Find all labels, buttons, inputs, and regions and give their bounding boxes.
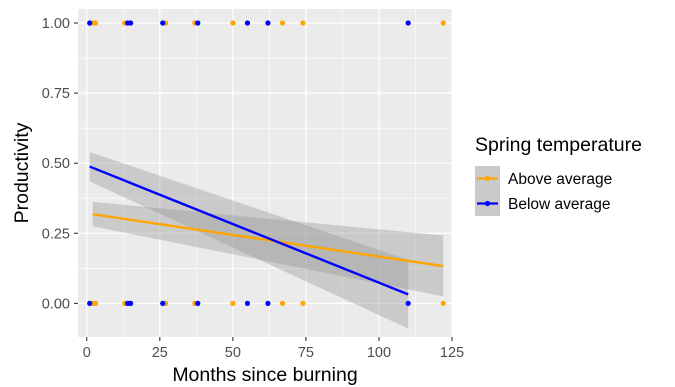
y-tick-label: 0.50	[42, 156, 70, 172]
x-tick-label: 25	[152, 345, 168, 361]
legend-key-point	[484, 175, 491, 182]
y-tick-label: 1.00	[42, 16, 70, 32]
data-point	[92, 20, 99, 26]
data-point	[160, 300, 166, 306]
x-tick-label: 50	[225, 345, 241, 361]
data-point	[440, 300, 446, 306]
y-tick-labels: 0.00 0.25 0.50 0.75 1.00	[42, 16, 70, 312]
data-point	[127, 300, 134, 306]
grid-major	[78, 9, 453, 337]
legend-label: Below average	[508, 196, 611, 213]
data-point	[405, 300, 411, 306]
fit-line	[92, 213, 444, 268]
legend: Spring temperature Above average Below av…	[475, 134, 642, 216]
x-tick-label: 100	[367, 345, 391, 361]
y-tick-label: 0.00	[42, 296, 70, 312]
y-tick-label: 0.75	[42, 86, 70, 102]
legend-title: Spring temperature	[475, 134, 642, 156]
legend-label: Above average	[508, 171, 612, 188]
data-point	[244, 300, 251, 306]
x-tick-label: 0	[83, 345, 91, 361]
data-point	[265, 20, 271, 26]
axis-ticks	[74, 22, 453, 341]
data-point	[230, 20, 236, 26]
data-point	[440, 20, 446, 26]
plot-panel	[78, 9, 452, 337]
fit-line	[89, 165, 409, 296]
data-point	[87, 300, 93, 306]
y-axis-title: Productivity	[11, 122, 33, 223]
x-tick-label: 125	[440, 345, 464, 361]
data-point	[92, 300, 99, 306]
y-tick-label: 0.25	[42, 226, 70, 242]
data-point	[279, 20, 286, 26]
data-point	[230, 300, 236, 306]
data-point	[265, 300, 271, 306]
fit-lines	[89, 165, 444, 296]
data-point	[87, 20, 93, 26]
confidence-ribbon	[89, 151, 409, 329]
data-points	[87, 20, 446, 306]
data-point	[127, 20, 134, 26]
x-tick-label: 75	[298, 345, 314, 361]
data-point	[244, 20, 251, 26]
legend-items: Above average Below average	[475, 166, 612, 216]
x-axis-title: Months since burning	[172, 364, 357, 386]
data-point	[195, 300, 201, 306]
grid-minor	[78, 9, 452, 337]
data-point	[160, 20, 166, 26]
data-point	[195, 20, 201, 26]
data-point	[300, 20, 306, 26]
data-point	[405, 20, 411, 26]
legend-key-point	[484, 200, 491, 207]
data-point	[300, 300, 306, 306]
data-point	[279, 300, 286, 306]
x-tick-labels: 0 25 50 75 100 125	[83, 345, 464, 361]
